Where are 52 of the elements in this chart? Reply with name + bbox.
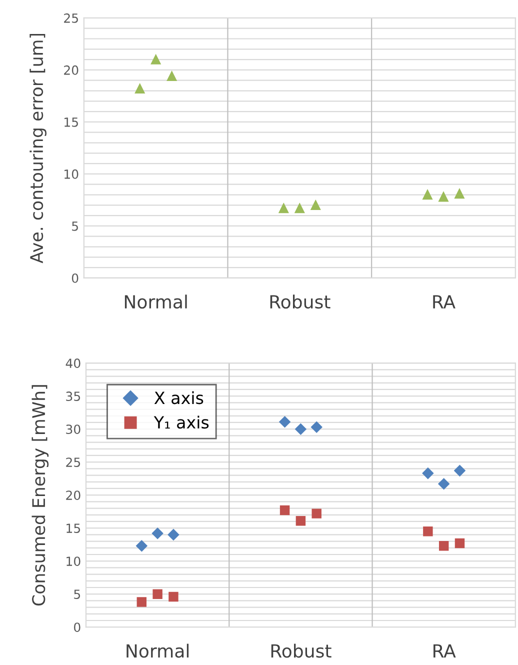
- y-tick-label: 0: [72, 273, 78, 283]
- point: [422, 468, 434, 479]
- point: [152, 528, 164, 539]
- y-tick-label: 40: [66, 358, 80, 368]
- point: [134, 84, 145, 94]
- point: [454, 188, 464, 199]
- y-tick-label: 30: [66, 424, 80, 434]
- point: [294, 203, 305, 214]
- point: [168, 529, 180, 540]
- y-tick-label: 5: [72, 222, 78, 231]
- point: [280, 505, 290, 516]
- point: [312, 508, 322, 518]
- y-tick-label: 20: [64, 65, 78, 75]
- y-tick-label: 15: [66, 524, 80, 534]
- y-tick-label: 25: [64, 13, 78, 23]
- point: [454, 538, 465, 548]
- point: [296, 516, 306, 526]
- legend-label: Y₁ axis: [154, 416, 209, 429]
- y-tick-label: 0: [74, 622, 80, 632]
- x-tick-label: Normal: [126, 644, 189, 658]
- y-tick-label: 25: [66, 458, 80, 468]
- point: [166, 71, 177, 82]
- x-tick-label: Robust: [271, 644, 332, 658]
- point: [150, 54, 161, 64]
- x-tick-label: RA: [433, 295, 456, 308]
- x-tick-label: Normal: [124, 294, 187, 309]
- point: [278, 203, 289, 214]
- point: [438, 192, 448, 202]
- y-tick-label: 10: [66, 556, 80, 566]
- point: [279, 416, 290, 428]
- y-axis-title: Ave. contouring error [um]: [30, 34, 46, 264]
- legend-label: X axis: [154, 391, 204, 404]
- point: [423, 526, 433, 536]
- y-tick-label: 35: [66, 392, 80, 402]
- point: [295, 423, 306, 435]
- point: [136, 540, 148, 552]
- point: [454, 465, 466, 476]
- x-tick-label: Robust: [270, 294, 330, 309]
- y-tick-label: 15: [64, 118, 78, 127]
- point: [422, 190, 432, 200]
- x-tick-label: RA: [434, 644, 456, 658]
- point: [310, 200, 321, 210]
- y-tick-label: 20: [66, 490, 80, 500]
- point: [311, 422, 322, 433]
- point: [152, 589, 162, 599]
- y-tick-label: 10: [64, 169, 78, 179]
- y-axis-title: Consumed Energy [mWh]: [32, 385, 49, 606]
- point: [168, 592, 178, 602]
- point: [438, 541, 449, 551]
- point: [438, 478, 450, 490]
- y-tick-label: 5: [74, 590, 80, 600]
- point: [136, 597, 147, 607]
